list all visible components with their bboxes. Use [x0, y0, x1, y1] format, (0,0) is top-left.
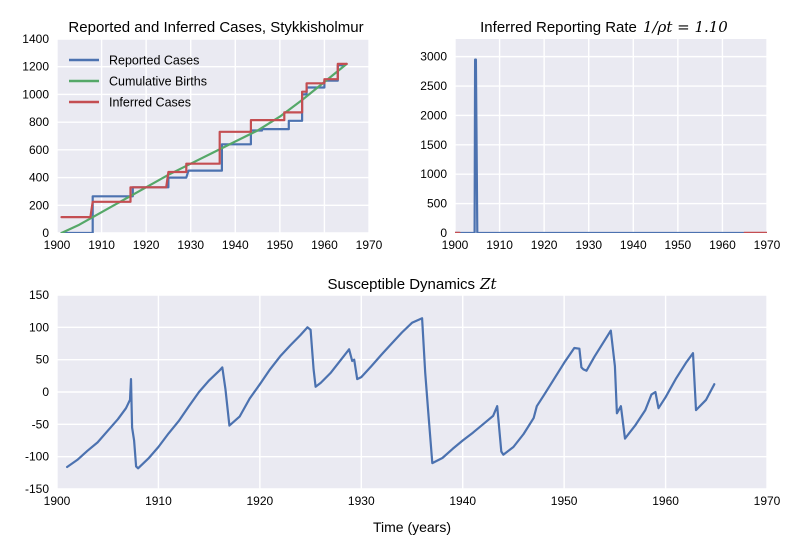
- cases-y-tick-label: 1200: [22, 60, 49, 74]
- reporting-rate-x-tick-label: 1950: [665, 238, 692, 252]
- cases-y-tick-label: 1400: [22, 32, 49, 46]
- cases-y-tick-label: 1000: [22, 87, 49, 101]
- cases-legend: Reported Cases Cumulative Births Inferred …: [69, 54, 207, 110]
- susceptible-x-tick-label: 1920: [247, 494, 274, 508]
- reporting-rate-x-tick-label: 1960: [709, 238, 736, 252]
- reporting-rate-y-tick-label: 2000: [420, 108, 447, 122]
- susceptible-x-tick-label: 1950: [551, 494, 578, 508]
- reporting-rate-y-tick-label: 1500: [420, 138, 447, 152]
- reporting-rate-y-tick-label: 2500: [420, 79, 447, 93]
- reporting-rate-plot-area: [455, 39, 767, 233]
- susceptible-y-tick-label: 100: [29, 320, 49, 334]
- legend-label-cumulative-births: Cumulative Births: [109, 75, 207, 89]
- susceptible-y-tick-label: 50: [36, 353, 50, 367]
- susceptible-series-0-line: [65, 317, 716, 470]
- reporting-rate-series-0-line: [455, 58, 746, 233]
- susceptible-y-tick-label: 0: [42, 385, 49, 399]
- legend-label-reported-cases: Reported Cases: [109, 54, 199, 68]
- reporting-rate-title-text: Inferred Reporting Rate: [480, 19, 637, 36]
- cases-x-tick-label: 1940: [222, 238, 249, 252]
- legend-label-inferred-cases: Inferred Cases: [109, 96, 191, 110]
- susceptible-title-text: Susceptible Dynamics: [327, 276, 475, 293]
- susceptible-y-tick-label: -100: [25, 450, 49, 464]
- cases-x-tick-label: 1970: [356, 238, 383, 252]
- reporting-rate-x-tick-label: 1900: [442, 238, 469, 252]
- cases-x-tick-label: 1920: [133, 238, 160, 252]
- reporting-rate-panel: Inferred Reporting Rate 1/ρt = 1.10 1900 1…: [420, 18, 780, 252]
- susceptible-y-tick-label: -50: [32, 417, 50, 431]
- cases-x-tick-label: 1960: [311, 238, 338, 252]
- cases-plot-area: [57, 39, 369, 233]
- susceptible-title-math: Zt: [479, 275, 497, 293]
- susceptible-x-tick-label: 1900: [44, 494, 71, 508]
- cases-inferred-cases-line: [60, 62, 348, 219]
- cases-y-tick-label: 400: [29, 171, 49, 185]
- reporting-rate-y-tick-label: 1000: [420, 167, 447, 181]
- cases-panel: Reported and Inferred Cases, Stykkisholm…: [22, 19, 382, 252]
- cases-y-tick-label: 800: [29, 115, 49, 129]
- cases-y-tick-label: 600: [29, 143, 49, 157]
- cases-x-tick-label: 1900: [44, 238, 71, 252]
- reporting-rate-title-math: 1/ρt = 1.10: [643, 18, 728, 36]
- susceptible-y-tick-label: 150: [29, 288, 49, 302]
- cases-y-tick-label: 0: [42, 226, 49, 240]
- reporting-rate-y-tick-label: 3000: [420, 50, 447, 64]
- susceptible-panel-title: Susceptible Dynamics Zt: [327, 275, 497, 293]
- cases-grid: [56, 38, 370, 234]
- susceptible-panel: Susceptible Dynamics Zt Time (years) 1900…: [25, 275, 781, 535]
- reporting-rate-x-tick-label: 1940: [620, 238, 647, 252]
- reporting-rate-x-tick-label: 1930: [575, 238, 602, 252]
- susceptible-y-tick-label: -150: [25, 482, 49, 496]
- cases-panel-title: Reported and Inferred Cases, Stykkisholm…: [68, 19, 363, 36]
- reporting-rate-x-tick-label: 1970: [754, 238, 781, 252]
- cases-x-tick-label: 1950: [267, 238, 294, 252]
- cases-x-tick-label: 1910: [88, 238, 115, 252]
- cases-x-tick-label: 1930: [177, 238, 204, 252]
- cases-cumulative-births-line: [60, 62, 348, 233]
- reporting-rate-y-tick-label: 500: [427, 197, 447, 211]
- reporting-rate-x-tick-label: 1910: [486, 238, 513, 252]
- susceptible-x-tick-label: 1910: [145, 494, 172, 508]
- reporting-rate-x-tick-label: 1920: [531, 238, 558, 252]
- susceptible-x-tick-label: 1970: [754, 494, 781, 508]
- reporting-rate-panel-title: Inferred Reporting Rate 1/ρt = 1.10: [480, 18, 728, 36]
- susceptible-x-tick-label: 1930: [348, 494, 375, 508]
- reporting-rate-y-tick-label: 0: [440, 226, 447, 240]
- susceptible-x-axis-label: Time (years): [373, 519, 451, 535]
- susceptible-x-tick-label: 1960: [652, 494, 679, 508]
- cases-y-tick-label: 200: [29, 198, 49, 212]
- susceptible-x-tick-label: 1940: [449, 494, 476, 508]
